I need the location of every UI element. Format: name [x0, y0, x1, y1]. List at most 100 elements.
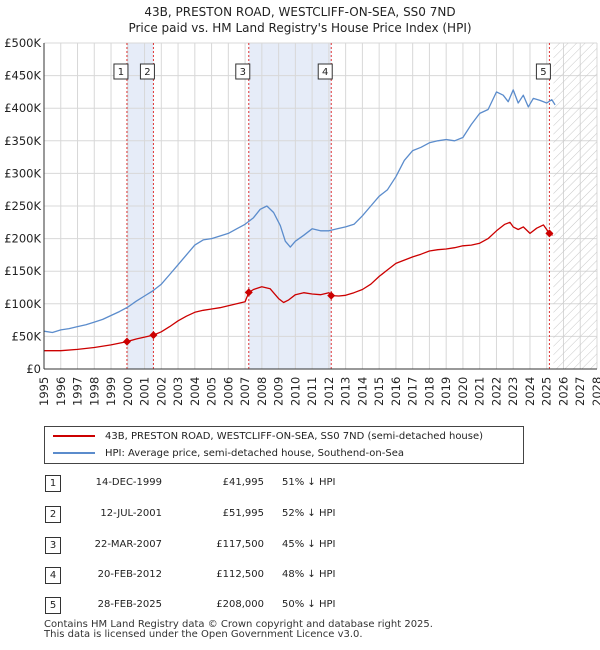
transaction-number: 1 [45, 475, 61, 492]
x-tick-label: 2010 [288, 377, 302, 406]
transaction-date: 28-FEB-2025 [97, 599, 162, 610]
transaction-point [244, 288, 253, 297]
transaction-marker: 1 [113, 63, 129, 80]
forecast-region [553, 43, 597, 369]
x-tick-label: 1996 [54, 377, 68, 406]
x-tick-label: 2014 [355, 377, 369, 406]
x-tick-label: 2016 [389, 377, 403, 406]
transaction-marker-label: 2 [144, 67, 150, 78]
transaction-price: £112,500 [216, 569, 264, 580]
x-tick-label: 2012 [322, 377, 336, 406]
x-tick-label: 2000 [121, 377, 135, 406]
x-tick-label: 2001 [138, 377, 152, 406]
transaction-hpi-diff: 50% ↓ HPI [282, 599, 336, 610]
x-tick-label: 2004 [188, 377, 202, 406]
transaction-hpi-diff: 52% ↓ HPI [282, 508, 336, 519]
transaction-marker-box [113, 63, 129, 80]
transaction-marker-label: 4 [322, 67, 328, 78]
x-tick-label: 1998 [87, 377, 101, 406]
transaction-row: 3 22-MAR-2007 £117,500 45% ↓ HPI [44, 536, 584, 556]
transaction-number: 3 [45, 537, 61, 554]
x-tick-label: 2028 [590, 377, 600, 406]
x-tick-label: 2008 [255, 377, 269, 406]
y-tick-label: £350K [4, 134, 41, 148]
transaction-row: 2 12-JUL-2001 £51,995 52% ↓ HPI [44, 505, 584, 525]
transaction-date: 20-FEB-2012 [97, 569, 162, 580]
legend-swatch-property [53, 435, 95, 437]
transaction-date: 14-DEC-1999 [95, 477, 162, 488]
legend-label-property: 43B, PRESTON ROAD, WESTCLIFF-ON-SEA, SS0… [105, 430, 484, 442]
x-tick-label: 2019 [439, 377, 453, 406]
x-tick-label: 2013 [339, 377, 353, 406]
legend-item-property: 43B, PRESTON ROAD, WESTCLIFF-ON-SEA, SS0… [53, 428, 483, 444]
transaction-price: £117,500 [216, 539, 264, 550]
x-tick-label: 2002 [154, 377, 168, 406]
transaction-hpi-diff: 48% ↓ HPI [282, 569, 336, 580]
y-tick-label: £300K [4, 166, 41, 180]
transaction-marker-box [235, 63, 251, 80]
transaction-marker-box [139, 63, 155, 80]
footer: Contains HM Land Registry data © Crown c… [44, 620, 433, 640]
x-tick-label: 2011 [305, 377, 319, 406]
transaction-hpi-diff: 45% ↓ HPI [282, 539, 336, 550]
transaction-marker-box [317, 63, 333, 80]
y-tick-label: £450K [4, 69, 41, 83]
transaction-price: £51,995 [222, 508, 264, 519]
legend: 43B, PRESTON ROAD, WESTCLIFF-ON-SEA, SS0… [44, 426, 524, 464]
x-tick-label: 2018 [422, 377, 436, 406]
transaction-marker-label: 5 [540, 67, 546, 78]
transaction-marker: 4 [317, 63, 333, 80]
transaction-marker: 2 [139, 63, 155, 80]
x-tick-label: 2026 [556, 377, 570, 406]
y-tick-label: £100K [4, 297, 41, 311]
chart-title: 43B, PRESTON ROAD, WESTCLIFF-ON-SEA, SS0… [144, 5, 455, 19]
x-tick-label: 2025 [540, 377, 554, 406]
transaction-point [149, 331, 158, 340]
x-tick-label: 2023 [506, 377, 520, 406]
y-tick-label: £0 [26, 362, 41, 376]
y-tick-label: £50K [12, 329, 42, 343]
transaction-marker-box [535, 63, 551, 80]
series-line-hpi [43, 89, 556, 334]
y-tick-label: £200K [4, 232, 41, 246]
legend-item-hpi: HPI: Average price, semi-detached house,… [53, 445, 404, 461]
x-tick-label: 2007 [238, 377, 252, 406]
x-tick-label: 2009 [272, 377, 286, 406]
transaction-point [122, 337, 131, 346]
transaction-point [545, 229, 554, 238]
y-tick-label: £400K [4, 101, 41, 115]
price-chart: 43B, PRESTON ROAD, WESTCLIFF-ON-SEA, SS0… [4, 5, 600, 406]
x-tick-label: 2003 [171, 377, 185, 406]
y-tick-label: £150K [4, 264, 41, 278]
x-tick-label: 2006 [221, 377, 235, 406]
transaction-marker: 3 [235, 63, 251, 80]
transaction-number: 5 [45, 597, 61, 614]
transaction-price: £41,995 [222, 477, 264, 488]
transaction-marker: 5 [535, 63, 551, 80]
y-tick-label: £250K [4, 199, 41, 213]
footer-licence: This data is licensed under the Open Gov… [44, 629, 363, 640]
transaction-marker-label: 3 [240, 67, 246, 78]
transaction-price: £208,000 [216, 599, 264, 610]
transaction-number: 2 [45, 506, 61, 523]
legend-label-hpi: HPI: Average price, semi-detached house,… [105, 447, 404, 459]
legend-swatch-hpi [53, 452, 95, 454]
x-tick-label: 1999 [104, 377, 118, 406]
transaction-date: 12-JUL-2001 [100, 508, 162, 519]
series-line-property [44, 221, 553, 352]
x-tick-label: 2017 [406, 377, 420, 406]
transaction-number: 4 [45, 567, 61, 584]
transaction-row: 4 20-FEB-2012 £112,500 48% ↓ HPI [44, 566, 584, 586]
x-tick-label: 2005 [205, 377, 219, 406]
x-tick-label: 2020 [456, 377, 470, 406]
transaction-marker-label: 1 [118, 67, 124, 78]
transaction-point [327, 291, 336, 300]
y-tick-label: £500K [4, 36, 41, 50]
x-tick-label: 2015 [372, 377, 386, 406]
transaction-row: 5 28-FEB-2025 £208,000 50% ↓ HPI [44, 596, 584, 616]
x-tick-label: 1995 [37, 377, 51, 406]
x-tick-label: 2027 [573, 377, 587, 406]
x-tick-label: 2021 [473, 377, 487, 406]
x-tick-label: 1997 [71, 377, 85, 406]
x-tick-label: 2022 [489, 377, 503, 406]
